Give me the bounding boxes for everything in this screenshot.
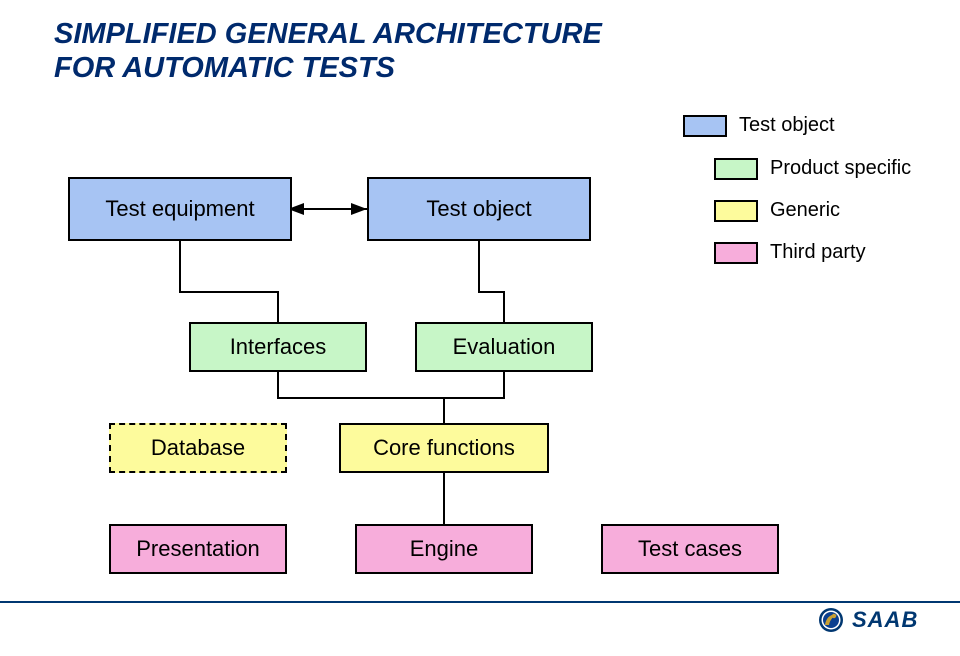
legend-label-product-specific: Product specific: [770, 157, 911, 180]
legend-label-test-object: Test object: [739, 114, 835, 137]
brand-logo: SAAB: [818, 607, 918, 633]
box-label: Database: [151, 435, 245, 461]
box-label: Core functions: [373, 435, 515, 461]
legend-label-third-party: Third party: [770, 241, 866, 264]
box-label: Interfaces: [230, 334, 327, 360]
box-label: Test object: [426, 196, 531, 222]
box-evaluation: Evaluation: [415, 322, 593, 372]
title-line-2: FOR AUTOMATIC TESTS: [54, 52, 395, 85]
saab-badge-icon: [818, 607, 844, 633]
legend-swatch-test-object: [683, 115, 727, 137]
legend-swatch-generic: [714, 200, 758, 222]
box-label: Test cases: [638, 536, 742, 562]
box-label: Evaluation: [453, 334, 556, 360]
box-database: Database: [109, 423, 287, 473]
box-presentation: Presentation: [109, 524, 287, 574]
brand-text: SAAB: [852, 607, 918, 633]
footer-divider: [0, 601, 960, 603]
box-label: Presentation: [136, 536, 260, 562]
legend-label-generic: Generic: [770, 199, 840, 222]
box-label: Test equipment: [105, 196, 254, 222]
box-label: Engine: [410, 536, 479, 562]
box-test-cases: Test cases: [601, 524, 779, 574]
legend-swatch-third-party: [714, 242, 758, 264]
box-core-functions: Core functions: [339, 423, 549, 473]
box-engine: Engine: [355, 524, 533, 574]
title-line-1: SIMPLIFIED GENERAL ARCHITECTURE: [54, 18, 602, 51]
legend-swatch-product-specific: [714, 158, 758, 180]
box-interfaces: Interfaces: [189, 322, 367, 372]
box-test-object: Test object: [367, 177, 591, 241]
box-test-equipment: Test equipment: [68, 177, 292, 241]
